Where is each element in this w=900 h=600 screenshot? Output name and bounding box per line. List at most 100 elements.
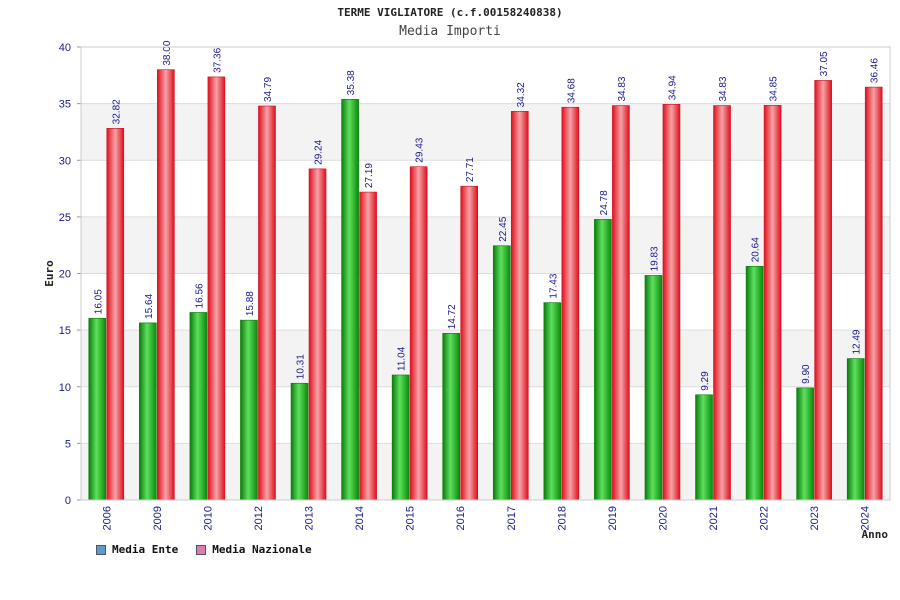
x-tick-label: 2022 [759, 506, 771, 530]
data-label-media-nazionale-2012: 34.79 [263, 77, 274, 102]
y-tick-label: 5 [65, 438, 71, 450]
data-label-media-ente-2016: 14.72 [447, 304, 458, 329]
data-label-media-nazionale-2024: 36.46 [870, 58, 881, 83]
bar-media-nazionale-2013 [308, 168, 327, 501]
data-label-media-ente-2024: 12.49 [852, 329, 863, 354]
y-tick-label: 40 [59, 42, 71, 54]
data-label-media-nazionale-2015: 29.43 [415, 137, 426, 162]
x-tick-label: 2013 [304, 506, 316, 530]
data-label-media-nazionale-2020: 34.94 [667, 75, 678, 100]
x-tick-label: 2019 [607, 506, 619, 530]
x-tick-label: 2016 [455, 506, 467, 530]
x-tick-label: 2006 [101, 506, 113, 530]
bar-media-nazionale-2022 [763, 105, 782, 501]
bar-media-nazionale-2019 [612, 105, 630, 501]
data-label-media-nazionale-2022: 34.85 [769, 76, 780, 101]
bar-media-ente-2010 [189, 312, 208, 501]
data-label-media-nazionale-2009: 38.00 [162, 40, 173, 65]
data-label-media-nazionale-2021: 34.83 [718, 76, 729, 101]
legend-swatch-media-ente [96, 544, 106, 555]
bar-media-ente-2020 [644, 275, 663, 501]
data-label-media-ente-2013: 10.31 [296, 354, 307, 379]
y-tick-label: 0 [65, 495, 71, 507]
bar-media-nazionale-2024 [864, 86, 883, 501]
bar-media-ente-2016 [442, 332, 461, 501]
x-tick-label: 2021 [708, 506, 720, 530]
data-label-media-nazionale-2013: 29.24 [314, 139, 325, 164]
x-axis-title: Anno [862, 528, 889, 541]
y-tick-label: 10 [59, 382, 71, 394]
data-label-media-ente-2012: 15.88 [245, 291, 256, 316]
y-axis-title: Euro [43, 260, 56, 287]
data-label-media-ente-2017: 22.45 [498, 216, 509, 241]
bar-media-ente-2018 [543, 302, 562, 501]
bar-media-ente-2006 [88, 317, 107, 501]
data-label-media-ente-2023: 9.90 [801, 364, 812, 384]
y-tick-label: 35 [59, 99, 71, 111]
bar-media-nazionale-2015 [409, 166, 428, 501]
data-label-media-nazionale-2017: 34.32 [516, 82, 527, 107]
legend-label-media-nazionale: Media Nazionale [212, 543, 312, 556]
x-tick-label: 2024 [860, 506, 872, 530]
bar-media-nazionale-2018 [561, 106, 580, 501]
bar-media-nazionale-2014 [359, 191, 377, 501]
x-tick-label: 2014 [354, 506, 366, 530]
bar-media-nazionale-2012 [258, 105, 276, 501]
bar-media-ente-2009 [139, 322, 157, 501]
data-label-media-ente-2022: 20.64 [751, 237, 762, 262]
bar-media-nazionale-2021 [713, 105, 731, 501]
bar-media-nazionale-2009 [157, 69, 175, 501]
data-label-media-ente-2019: 24.78 [599, 190, 610, 215]
bar-media-ente-2019 [594, 219, 612, 501]
bar-media-nazionale-2016 [460, 185, 479, 501]
data-label-media-ente-2021: 9.29 [700, 371, 711, 391]
chart-title: TERME VIGLIATORE (c.f.00158240838) [337, 6, 563, 19]
data-label-media-ente-2018: 17.43 [548, 273, 559, 298]
plot-border [80, 46, 891, 501]
chart-subtitle: Media Importi [399, 24, 501, 39]
legend-label-media-ente: Media Ente [112, 543, 179, 556]
bar-media-nazionale-2006 [106, 128, 125, 501]
data-label-media-nazionale-2016: 27.71 [465, 157, 476, 182]
x-tick-label: 2023 [809, 506, 821, 530]
bar-media-nazionale-2017 [510, 111, 529, 501]
data-label-media-nazionale-2018: 34.68 [566, 78, 577, 103]
bar-media-nazionale-2023 [814, 80, 832, 501]
y-tick-label: 15 [59, 325, 71, 337]
x-tick-label: 2012 [253, 506, 265, 530]
data-label-media-ente-2006: 16.05 [93, 289, 104, 314]
x-tick-label: 2015 [405, 506, 417, 530]
data-label-media-nazionale-2019: 34.83 [617, 76, 628, 101]
bar-media-ente-2021 [695, 394, 713, 501]
legend: Media Ente Media Nazionale [96, 543, 312, 556]
x-tick-label: 2010 [202, 506, 214, 530]
bar-media-ente-2015 [391, 374, 410, 501]
bar-media-ente-2022 [745, 265, 764, 501]
x-tick-label: 2018 [556, 506, 568, 530]
x-tick-label: 2009 [152, 506, 164, 530]
bar-media-nazionale-2020 [662, 104, 681, 501]
bar-media-nazionale-2010 [207, 76, 226, 501]
bar-media-ente-2023 [796, 387, 814, 501]
y-tick-label: 25 [59, 212, 71, 224]
bar-media-ente-2012 [240, 319, 258, 501]
bar-media-ente-2013 [290, 382, 309, 501]
legend-item-media-nazionale: Media Nazionale [196, 543, 312, 556]
legend-item-media-ente: Media Ente [96, 543, 178, 556]
x-tick-label: 2020 [657, 506, 669, 530]
bar-media-ente-2017 [492, 245, 511, 501]
bar-media-ente-2014 [341, 99, 359, 501]
x-tick-label: 2017 [506, 506, 518, 530]
data-label-media-ente-2014: 35.38 [346, 70, 357, 95]
data-label-media-ente-2010: 16.56 [194, 283, 205, 308]
data-label-media-nazionale-2023: 37.05 [819, 51, 830, 76]
data-label-media-ente-2015: 11.04 [397, 346, 408, 371]
data-label-media-ente-2009: 15.64 [144, 293, 155, 318]
bar-media-ente-2024 [846, 358, 865, 501]
y-tick-label: 30 [59, 155, 71, 167]
data-label-media-nazionale-2014: 27.19 [364, 163, 375, 188]
y-tick-label: 20 [59, 269, 71, 281]
data-label-media-nazionale-2010: 37.36 [212, 47, 223, 72]
data-label-media-nazionale-2006: 32.82 [111, 99, 122, 124]
